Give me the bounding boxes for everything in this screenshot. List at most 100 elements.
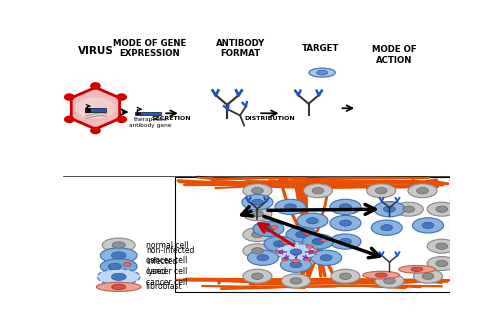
Ellipse shape (274, 241, 285, 247)
Ellipse shape (112, 242, 126, 248)
FancyBboxPatch shape (136, 112, 140, 115)
Text: TARGET: TARGET (302, 44, 339, 53)
Ellipse shape (384, 206, 396, 212)
FancyBboxPatch shape (84, 108, 90, 112)
Ellipse shape (376, 273, 387, 277)
Text: ANTIBODY
FORMAT: ANTIBODY FORMAT (216, 39, 266, 58)
Ellipse shape (304, 184, 332, 198)
Ellipse shape (306, 218, 318, 224)
Ellipse shape (312, 239, 324, 245)
Ellipse shape (252, 187, 263, 194)
Ellipse shape (381, 225, 392, 231)
Ellipse shape (264, 236, 295, 251)
Ellipse shape (304, 231, 311, 235)
Ellipse shape (253, 221, 284, 237)
Bar (62, 176, 450, 294)
Ellipse shape (436, 260, 448, 267)
FancyBboxPatch shape (140, 112, 162, 115)
Text: therapeutic
antibody gene: therapeutic antibody gene (129, 117, 172, 128)
Ellipse shape (366, 184, 396, 198)
Ellipse shape (436, 206, 448, 212)
Ellipse shape (384, 278, 396, 284)
Ellipse shape (296, 232, 308, 238)
Ellipse shape (76, 98, 115, 118)
Ellipse shape (100, 248, 137, 263)
Text: DISTRIBUTION: DISTRIBUTION (244, 116, 295, 121)
Ellipse shape (414, 269, 442, 283)
Ellipse shape (330, 215, 361, 231)
Ellipse shape (102, 238, 135, 252)
Ellipse shape (308, 250, 316, 254)
Ellipse shape (257, 255, 269, 261)
Ellipse shape (375, 274, 404, 288)
Text: non-infected
cancer cell: non-infected cancer cell (146, 246, 194, 265)
Ellipse shape (286, 227, 317, 242)
Ellipse shape (331, 269, 360, 283)
Ellipse shape (282, 241, 289, 244)
Text: VIRUS: VIRUS (78, 46, 114, 56)
Ellipse shape (243, 207, 272, 221)
Ellipse shape (363, 271, 400, 279)
Ellipse shape (310, 250, 342, 265)
Ellipse shape (394, 202, 424, 216)
Ellipse shape (316, 70, 328, 75)
Ellipse shape (252, 248, 263, 254)
Circle shape (91, 83, 100, 89)
Ellipse shape (276, 250, 283, 254)
FancyBboxPatch shape (84, 108, 106, 112)
Ellipse shape (340, 239, 351, 245)
Ellipse shape (248, 250, 278, 265)
Ellipse shape (252, 231, 263, 238)
Ellipse shape (292, 259, 300, 262)
Ellipse shape (242, 195, 273, 210)
Circle shape (64, 116, 74, 122)
Ellipse shape (243, 184, 272, 198)
Ellipse shape (371, 220, 402, 235)
Circle shape (117, 116, 126, 122)
Ellipse shape (304, 257, 310, 261)
Ellipse shape (312, 187, 324, 194)
Ellipse shape (320, 238, 328, 242)
Ellipse shape (422, 273, 434, 280)
Text: SECRETION: SECRETION (152, 116, 192, 121)
Ellipse shape (112, 252, 126, 259)
Ellipse shape (112, 273, 126, 280)
Ellipse shape (330, 234, 361, 249)
Ellipse shape (330, 199, 361, 214)
Bar (175, 177, 450, 292)
Ellipse shape (408, 184, 437, 198)
Ellipse shape (243, 244, 272, 258)
Ellipse shape (427, 202, 456, 216)
Ellipse shape (340, 273, 351, 280)
Text: infected
cancer cell: infected cancer cell (146, 257, 187, 276)
Circle shape (117, 94, 126, 100)
Ellipse shape (276, 244, 316, 260)
Ellipse shape (112, 284, 126, 290)
Ellipse shape (282, 257, 288, 261)
Ellipse shape (374, 202, 405, 217)
Ellipse shape (98, 269, 140, 285)
Ellipse shape (398, 266, 436, 273)
Ellipse shape (320, 255, 332, 261)
Ellipse shape (302, 234, 334, 249)
Text: normal cell: normal cell (146, 241, 188, 249)
Ellipse shape (290, 278, 302, 284)
Ellipse shape (427, 256, 456, 271)
Ellipse shape (411, 267, 423, 271)
Ellipse shape (282, 274, 310, 288)
Ellipse shape (306, 245, 313, 248)
Ellipse shape (427, 239, 456, 253)
Ellipse shape (96, 282, 141, 291)
Ellipse shape (243, 269, 272, 283)
Ellipse shape (297, 213, 328, 228)
Ellipse shape (290, 249, 302, 255)
Ellipse shape (271, 226, 278, 229)
Ellipse shape (340, 220, 351, 226)
Text: MODE OF GENE
EXPRESSION: MODE OF GENE EXPRESSION (113, 39, 186, 58)
Ellipse shape (252, 211, 263, 217)
Ellipse shape (412, 218, 444, 233)
Ellipse shape (252, 273, 263, 280)
Ellipse shape (108, 263, 122, 270)
Ellipse shape (275, 199, 306, 214)
Text: lysed
cancer cell: lysed cancer cell (146, 267, 187, 286)
